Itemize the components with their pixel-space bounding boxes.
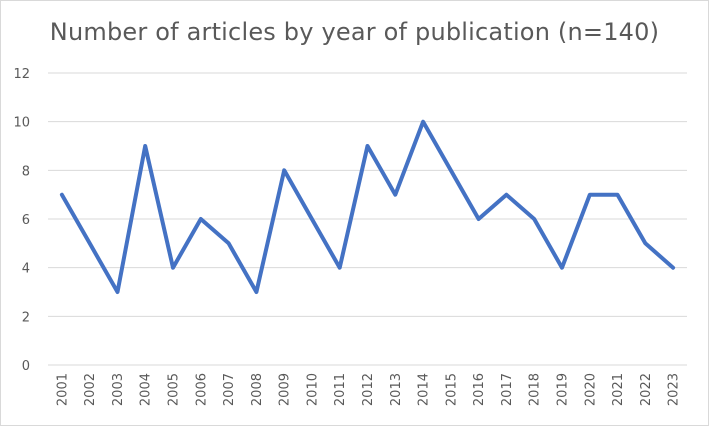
gridlines: [48, 72, 687, 366]
x-tick-label: 2006: [194, 373, 209, 406]
y-tick-label: 10: [13, 116, 30, 131]
x-tick-label: 2008: [250, 373, 265, 406]
y-axis-ticks: 0 2 4 6 8 10 12: [13, 67, 30, 374]
x-tick-label: 2009: [278, 373, 293, 406]
x-tick-label: 2019: [555, 373, 570, 406]
x-tick-label: 2010: [305, 373, 320, 406]
x-tick-label: 2017: [500, 373, 515, 406]
x-tick-label: 2004: [139, 373, 154, 406]
x-tick-label: 2020: [583, 373, 598, 406]
y-tick-label: 12: [13, 67, 30, 82]
x-tick-label: 2014: [417, 373, 432, 406]
y-tick-label: 6: [22, 213, 30, 228]
y-tick-label: 2: [22, 310, 30, 325]
x-tick-label: 2021: [611, 373, 626, 406]
chart-title: Number of articles by year of publicatio…: [49, 18, 660, 46]
x-tick-label: 2015: [444, 373, 459, 406]
x-tick-label: 2018: [528, 373, 543, 406]
x-tick-label: 2012: [361, 373, 376, 406]
x-tick-label: 2016: [472, 373, 487, 406]
x-tick-label: 2022: [639, 373, 654, 406]
x-tick-label: 2002: [83, 373, 98, 406]
y-tick-label: 0: [22, 359, 30, 374]
x-tick-label: 2007: [222, 373, 237, 406]
x-axis-ticks: 2001 2002 2003 2004 2005 2006 2007 2008 2009 2010…: [55, 373, 681, 406]
x-tick-label: 2011: [333, 373, 348, 406]
y-tick-label: 8: [22, 164, 30, 179]
x-tick-label: 2023: [667, 373, 682, 406]
series-layer: [59, 119, 676, 294]
x-tick-label: 2001: [55, 373, 70, 406]
series-line: [59, 119, 676, 294]
x-tick-label: 2005: [167, 373, 182, 406]
x-tick-label: 2013: [389, 373, 404, 406]
y-tick-label: 4: [22, 262, 30, 277]
x-tick-label: 2003: [111, 373, 126, 406]
